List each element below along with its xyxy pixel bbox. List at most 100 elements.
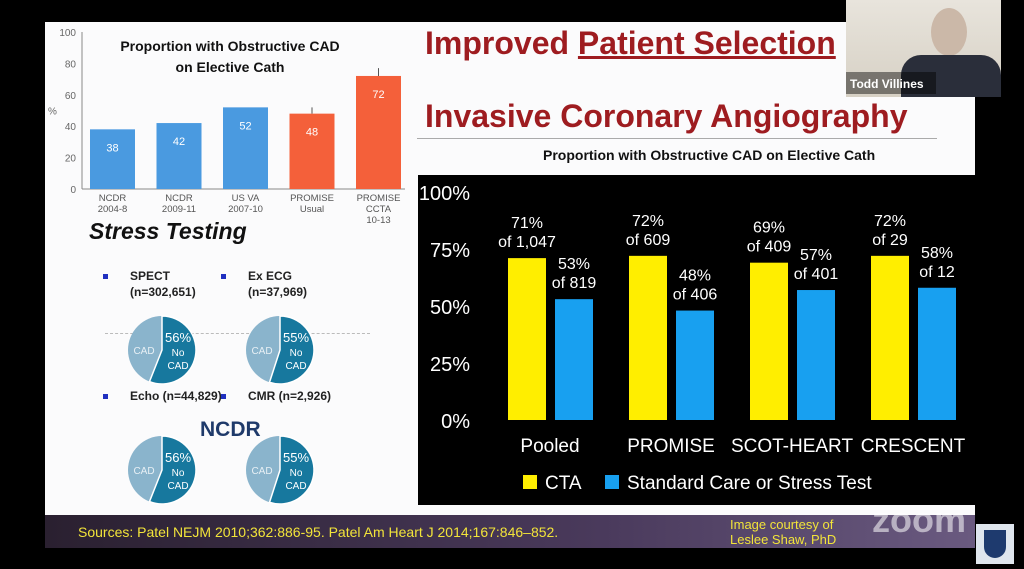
name-label-bg <box>846 72 936 94</box>
bar-value-label: 58% <box>921 245 953 262</box>
bar-value-label: of 609 <box>626 232 671 249</box>
x-tick-label: PROMISE <box>357 193 401 204</box>
bar-value-label: of 29 <box>872 232 908 249</box>
no-label: No <box>172 468 185 479</box>
bar-value-label: 72% <box>632 213 664 230</box>
x-tick-label: 2009-11 <box>162 204 196 215</box>
y-tick-label: 20 <box>65 154 77 165</box>
x-tick-label: US VA <box>232 193 260 204</box>
slide-title-line2: Invasive Coronary Angiography <box>425 98 908 134</box>
pie-slice-no-cad <box>148 435 197 505</box>
y-axis-label: % <box>48 107 57 118</box>
title-divider <box>417 138 937 139</box>
bullet-icon <box>103 394 108 399</box>
pie-chart: CAD 56% No CAD <box>128 315 197 385</box>
bar-cta <box>508 258 546 420</box>
y-tick-label: 100% <box>419 183 470 205</box>
y-tick-label: 80 <box>65 59 77 70</box>
cad-label: CAD <box>285 481 306 492</box>
pie-percent: 55% <box>283 450 309 465</box>
bar <box>356 75 401 189</box>
bar <box>289 113 335 189</box>
bar-value-label: 48 <box>306 127 318 139</box>
chart-title: on Elective Cath <box>176 59 285 75</box>
courtesy-text: Image courtesy of Leslee Shaw, PhD <box>730 517 837 547</box>
bar-value-label: 42 <box>173 136 185 148</box>
x-tick-label: 10-13 <box>366 215 390 226</box>
no-label: No <box>290 348 303 359</box>
title-text: Improved <box>425 25 578 61</box>
x-tick-label: Pooled <box>520 436 579 457</box>
bar-cta <box>871 255 909 420</box>
pie-slice-no-cad <box>268 315 315 385</box>
x-tick-label: PROMISE <box>627 436 715 457</box>
bar-standard-care <box>676 310 714 420</box>
pie-chart: CAD 55% No CAD <box>246 315 315 385</box>
no-label: No <box>172 348 185 359</box>
legend-swatch <box>523 475 537 489</box>
pie-slice-no-cad <box>268 435 315 505</box>
x-tick-label: Usual <box>300 204 324 215</box>
bar-cta <box>629 255 667 420</box>
sample-size: (n=302,651) <box>130 285 196 299</box>
pie-label: SPECT (n=302,651) <box>130 268 196 300</box>
pie-percent: 56% <box>165 450 191 465</box>
modality-name: Echo (n=44,829) <box>130 389 222 403</box>
participant-video-tile[interactable]: Todd Villines <box>846 0 1001 97</box>
no-label: No <box>290 468 303 479</box>
bar <box>156 123 202 189</box>
pie-label: Echo (n=44,829) <box>130 388 222 404</box>
zoom-watermark: zoom <box>872 499 966 540</box>
pie-percent: 55% <box>283 330 309 345</box>
y-tick-label: 60 <box>65 91 77 102</box>
bar-value-label: 71% <box>511 215 543 232</box>
y-tick-label: 0 <box>70 185 76 196</box>
modality-name: CMR (n=2,926) <box>248 389 332 403</box>
cad-label: CAD <box>251 466 272 477</box>
x-tick-label: 2004-8 <box>98 204 128 215</box>
legend-label: CTA <box>545 473 582 494</box>
chart-title: Proportion with Obstructive CAD <box>120 38 339 54</box>
bar-value-label: of 12 <box>919 264 955 281</box>
bar-value-label: 38 <box>106 142 118 154</box>
ncdr-label: NCDR <box>200 418 261 441</box>
legend-swatch <box>605 475 619 489</box>
bar-value-label: of 1,047 <box>498 234 556 251</box>
cad-label: CAD <box>167 481 188 492</box>
cad-label: CAD <box>133 346 154 357</box>
slide-footer: Sources: Patel NEJM 2010;362:886-95. Pat… <box>45 515 975 548</box>
divider <box>105 333 370 334</box>
right-chart-panel: 0% 25% 50% 75% 100% 71% of 1,047 53% of 819 Poole… <box>418 175 975 505</box>
bar-value-label: 72% <box>874 213 906 230</box>
title-underlined: Patient Selection <box>577 25 836 61</box>
legend-label: Standard Care or Stress Test <box>627 473 872 494</box>
y-tick-label: 0% <box>441 411 470 433</box>
bar-standard-care <box>918 287 956 420</box>
stress-testing-heading: Stress Testing <box>89 218 247 244</box>
pie-chart: CAD 56% No CAD <box>128 435 197 505</box>
bar-standard-care <box>797 290 835 420</box>
bar-standard-care <box>555 299 593 420</box>
y-tick-label: 40 <box>65 122 77 133</box>
x-tick-label: NCDR <box>165 193 193 204</box>
left-bar-chart: 0 20 40 60 80 100% Proportion with Obstructive… <box>48 28 405 226</box>
bullet-icon <box>221 274 226 279</box>
y-tick-label: 25% <box>430 354 470 376</box>
pie-label: CMR (n=2,926) <box>248 388 331 404</box>
sources-text: Sources: Patel NEJM 2010;362:886-95. Pat… <box>78 524 559 540</box>
presentation-slide: Improved Patient Selection Invasive Coro… <box>45 22 975 548</box>
pie-slice-no-cad <box>148 315 197 385</box>
university-shield-logo <box>976 524 1014 564</box>
right-chart-title: Proportion with Obstructive CAD on Elect… <box>543 147 876 163</box>
bar <box>90 129 135 189</box>
cad-label: CAD <box>133 466 154 477</box>
cad-label: CAD <box>167 361 188 372</box>
bar-value-label: of 409 <box>747 239 792 256</box>
bar-value-label: of 406 <box>673 287 718 304</box>
modality-name: Ex ECG <box>248 269 293 283</box>
bar <box>223 107 268 189</box>
x-tick-label: PROMISE <box>290 193 334 204</box>
bar-value-label: 72 <box>372 89 384 101</box>
bullet-icon <box>103 274 108 279</box>
cad-label: CAD <box>251 346 272 357</box>
